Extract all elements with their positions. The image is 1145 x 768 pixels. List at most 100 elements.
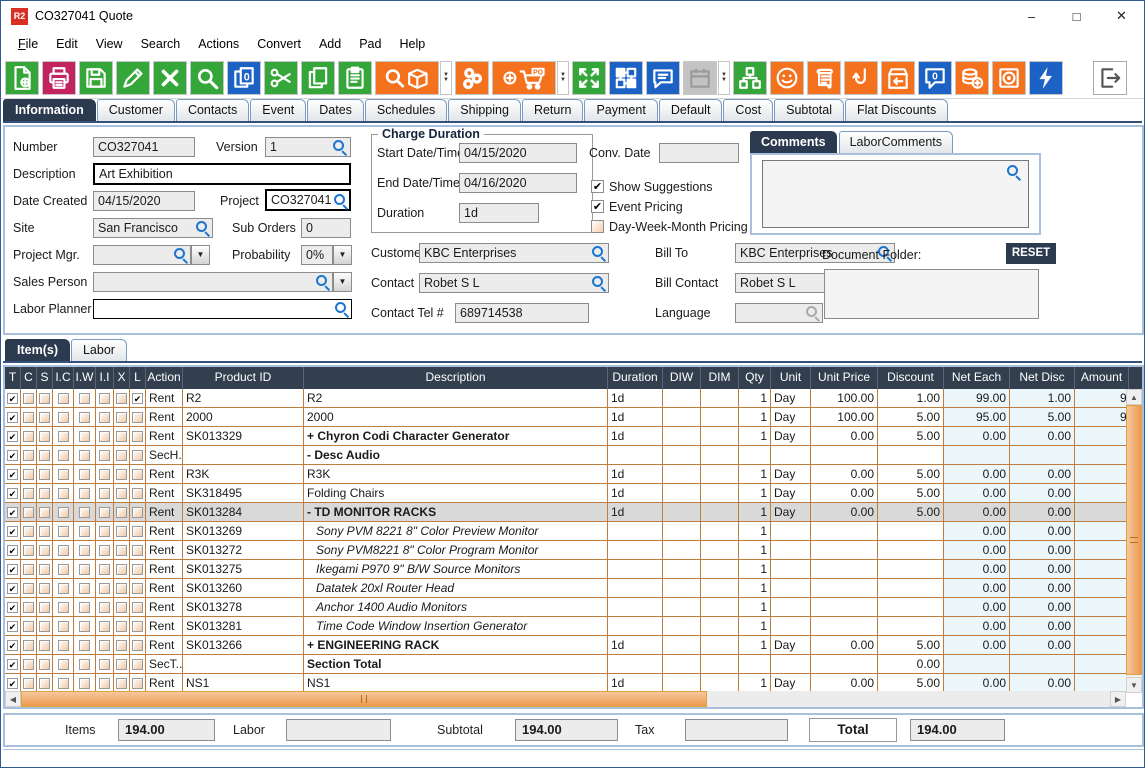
row-checkbox-x[interactable] xyxy=(116,468,127,480)
row-checkbox-s[interactable] xyxy=(39,525,50,537)
row-checkbox-i-i[interactable] xyxy=(99,582,110,594)
row-checkbox-l[interactable] xyxy=(132,525,143,537)
column-header-net-disc[interactable]: Net Disc xyxy=(1010,367,1075,389)
row-checkbox-i-w[interactable] xyxy=(79,430,90,442)
row-checkbox-c[interactable] xyxy=(23,392,34,404)
labor-planner-search-icon[interactable] xyxy=(335,302,349,316)
comments-button[interactable] xyxy=(646,60,680,95)
row-checkbox-x[interactable] xyxy=(116,658,127,670)
row-checkbox-l[interactable] xyxy=(132,506,143,518)
row-checkbox-x[interactable] xyxy=(116,449,127,461)
close-button[interactable]: ✕ xyxy=(1116,8,1127,23)
cut-button[interactable] xyxy=(264,60,298,95)
row-checkbox-i-w[interactable] xyxy=(79,468,90,480)
row-checkbox-i-c[interactable] xyxy=(57,392,69,404)
date-created-field[interactable]: 04/15/2020 xyxy=(93,191,195,211)
row-checkbox-l[interactable] xyxy=(132,449,143,461)
table-row[interactable]: ✔ SecH... - Desc Audio xyxy=(5,446,1142,465)
vault-button[interactable] xyxy=(992,60,1026,95)
row-checkbox-s[interactable] xyxy=(39,563,50,575)
row-checkbox-i-w[interactable] xyxy=(79,392,90,404)
vertical-scrollbar[interactable]: ▲ ▼ xyxy=(1126,389,1142,693)
reset-button[interactable]: RESET xyxy=(1006,243,1056,264)
row-checkbox-i-i[interactable] xyxy=(99,677,110,689)
row-checkbox-i-w[interactable] xyxy=(79,639,90,651)
row-checkbox-i-i[interactable] xyxy=(99,658,110,670)
row-checkbox-i-i[interactable] xyxy=(99,430,110,442)
column-header-l[interactable]: L xyxy=(130,367,146,389)
table-row[interactable]: ✔ Rent SK318495 Folding Chairs 1d 1 Day 0.00 5.0… xyxy=(5,484,1142,503)
exit-button[interactable] xyxy=(1093,60,1127,95)
language-field[interactable] xyxy=(735,303,823,323)
row-checkbox-i-w[interactable] xyxy=(79,506,90,518)
row-checkbox-l[interactable] xyxy=(132,430,143,442)
edit-button[interactable] xyxy=(116,60,150,95)
tab-comments[interactable]: Comments xyxy=(750,131,837,153)
row-checkbox-l[interactable] xyxy=(132,468,143,480)
row-checkbox-l[interactable] xyxy=(132,677,143,689)
menu-help[interactable]: Help xyxy=(399,36,426,51)
row-checkbox-t[interactable]: ✔ xyxy=(7,468,18,480)
menu-view[interactable]: View xyxy=(95,36,123,51)
table-row[interactable]: ✔ Rent SK013269 Sony PVM 8221 8" Color Prev… xyxy=(5,522,1142,541)
maximize-button[interactable]: □ xyxy=(1072,8,1081,24)
row-checkbox-t[interactable]: ✔ xyxy=(7,639,18,651)
tab-dates[interactable]: Dates xyxy=(307,99,364,121)
row-checkbox-i-c[interactable] xyxy=(57,525,69,537)
row-checkbox-i-i[interactable] xyxy=(99,411,110,423)
row-checkbox-c[interactable] xyxy=(23,639,34,651)
row-checkbox-i-w[interactable] xyxy=(79,658,90,670)
row-checkbox-i-w[interactable] xyxy=(79,411,90,423)
row-checkbox-i-c[interactable] xyxy=(57,468,69,480)
row-checkbox-i-c[interactable] xyxy=(57,601,69,613)
row-checkbox-x[interactable] xyxy=(116,525,127,537)
add-purchase-order-button[interactable]: PO xyxy=(492,60,556,95)
labor-planner-field[interactable] xyxy=(93,299,352,319)
return-item-button[interactable] xyxy=(844,60,878,95)
modules-button[interactable] xyxy=(609,60,643,95)
row-checkbox-s[interactable] xyxy=(39,487,50,499)
scroll-up-button[interactable]: ▲ xyxy=(1126,389,1142,405)
row-checkbox-t[interactable]: ✔ xyxy=(7,544,18,556)
menu-file[interactable]: File xyxy=(18,36,39,51)
scroll-down-button[interactable]: ▼ xyxy=(1126,677,1142,693)
project-mgr-dropdown[interactable]: ▼ xyxy=(191,245,210,265)
description-field[interactable]: Art Exhibition xyxy=(93,163,351,185)
column-header-dim[interactable]: DIM xyxy=(701,367,739,389)
row-checkbox-i-i[interactable] xyxy=(99,525,110,537)
tab-item-s-[interactable]: Item(s) xyxy=(5,339,70,361)
tab-labor[interactable]: Labor xyxy=(70,339,127,361)
column-header-unit-price[interactable]: Unit Price xyxy=(811,367,878,389)
column-header-i-c[interactable]: I.C xyxy=(53,367,74,389)
row-checkbox-s[interactable] xyxy=(39,411,50,423)
row-checkbox-l[interactable] xyxy=(132,563,143,575)
column-header-duration[interactable]: Duration xyxy=(608,367,663,389)
row-checkbox-t[interactable]: ✔ xyxy=(7,506,18,518)
contact-smiley-button[interactable] xyxy=(770,60,804,95)
column-header-x[interactable]: X xyxy=(114,367,130,389)
row-checkbox-i-w[interactable] xyxy=(79,601,90,613)
row-checkbox-i-w[interactable] xyxy=(79,525,90,537)
comments-textarea[interactable] xyxy=(762,160,1029,228)
row-checkbox-s[interactable] xyxy=(39,468,50,480)
row-checkbox-i-i[interactable] xyxy=(99,392,110,404)
table-row[interactable]: ✔ Rent SK013281 Time Code Window Insertion … xyxy=(5,617,1142,636)
row-checkbox-s[interactable] xyxy=(39,601,50,613)
contact-field[interactable]: Robet S L xyxy=(419,273,609,293)
row-checkbox-i-c[interactable] xyxy=(57,449,69,461)
row-checkbox-i-c[interactable] xyxy=(57,544,69,556)
table-row[interactable]: ✔ Rent SK013272 Sony PVM8221 8" Color Progr… xyxy=(5,541,1142,560)
row-checkbox-i-i[interactable] xyxy=(99,639,110,651)
row-checkbox-i-w[interactable] xyxy=(79,677,90,689)
row-checkbox-i-c[interactable] xyxy=(57,639,69,651)
scroll-right-button[interactable]: ▶ xyxy=(1110,691,1126,707)
table-row[interactable]: ✔ Rent SK013278 Anchor 1400 Audio Monitors 1… xyxy=(5,598,1142,617)
row-checkbox-t[interactable]: ✔ xyxy=(7,677,18,689)
delete-button[interactable] xyxy=(153,60,187,95)
paste-button[interactable] xyxy=(338,60,372,95)
menu-edit[interactable]: Edit xyxy=(56,36,78,51)
add-money-button[interactable] xyxy=(955,60,989,95)
row-checkbox-l[interactable] xyxy=(132,487,143,499)
column-header-i-i[interactable]: I.I xyxy=(96,367,114,389)
